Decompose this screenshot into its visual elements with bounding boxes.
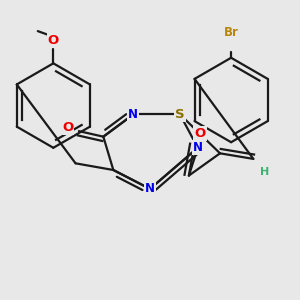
- Text: N: N: [145, 182, 155, 195]
- Text: N: N: [193, 141, 203, 154]
- Text: O: O: [62, 121, 74, 134]
- Text: N: N: [128, 108, 138, 121]
- Text: S: S: [175, 108, 185, 121]
- Text: O: O: [48, 34, 59, 46]
- Text: O: O: [194, 127, 206, 140]
- Text: H: H: [260, 167, 269, 177]
- Text: Br: Br: [224, 26, 239, 39]
